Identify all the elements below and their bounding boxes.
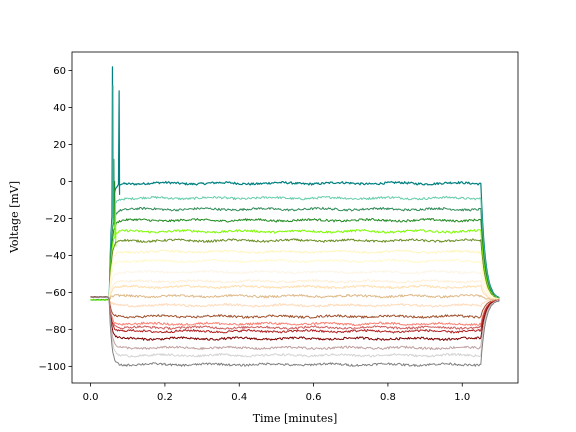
series-line: [90, 279, 500, 303]
y-axis-label: Voltage [mV]: [8, 181, 21, 254]
y-tick-label: −80: [45, 325, 66, 336]
series-line: [90, 199, 500, 301]
series-line: [90, 249, 500, 300]
series-line: [90, 296, 500, 334]
x-tick-label: 0.8: [380, 392, 396, 403]
series-line: [90, 158, 500, 301]
series-line: [90, 238, 500, 300]
y-tick-label: 60: [53, 66, 66, 77]
y-tick-label: 0: [60, 177, 66, 188]
series-line: [90, 296, 500, 330]
series-line: [90, 296, 500, 327]
series-line: [90, 296, 500, 358]
y-tick-label: 20: [53, 140, 66, 151]
traces-group: [90, 66, 500, 367]
y-tick-label: −20: [45, 214, 66, 225]
x-tick-label: 0.4: [231, 392, 247, 403]
y-tick-label: −60: [45, 288, 66, 299]
y-axis-ticks: −100 −80 −60 −40 −20 0 20 40 60: [39, 66, 72, 373]
series-line: [90, 66, 500, 301]
series-line: [90, 84, 500, 301]
x-tick-label: 0.6: [306, 392, 322, 403]
series-line: [90, 296, 500, 308]
y-tick-label: −40: [45, 251, 66, 262]
series-line: [90, 293, 500, 301]
series-line: [90, 269, 500, 302]
series-line: [90, 284, 500, 301]
series-line: [90, 296, 500, 341]
y-tick-label: 40: [53, 103, 66, 114]
x-tick-label: 0.0: [83, 392, 99, 403]
x-axis-label: Time [minutes]: [253, 412, 338, 425]
y-tick-label: −100: [39, 362, 66, 373]
series-line: [90, 296, 500, 367]
x-axis-ticks: 0.0 0.2 0.4 0.6 0.8 1.0: [83, 383, 470, 403]
x-tick-label: 1.0: [454, 392, 470, 403]
series-line: [90, 296, 500, 351]
series-line: [90, 296, 500, 319]
plot-frame: [71, 51, 519, 384]
series-line: [90, 258, 500, 301]
x-tick-label: 0.2: [157, 392, 173, 403]
series-line: [90, 180, 500, 302]
